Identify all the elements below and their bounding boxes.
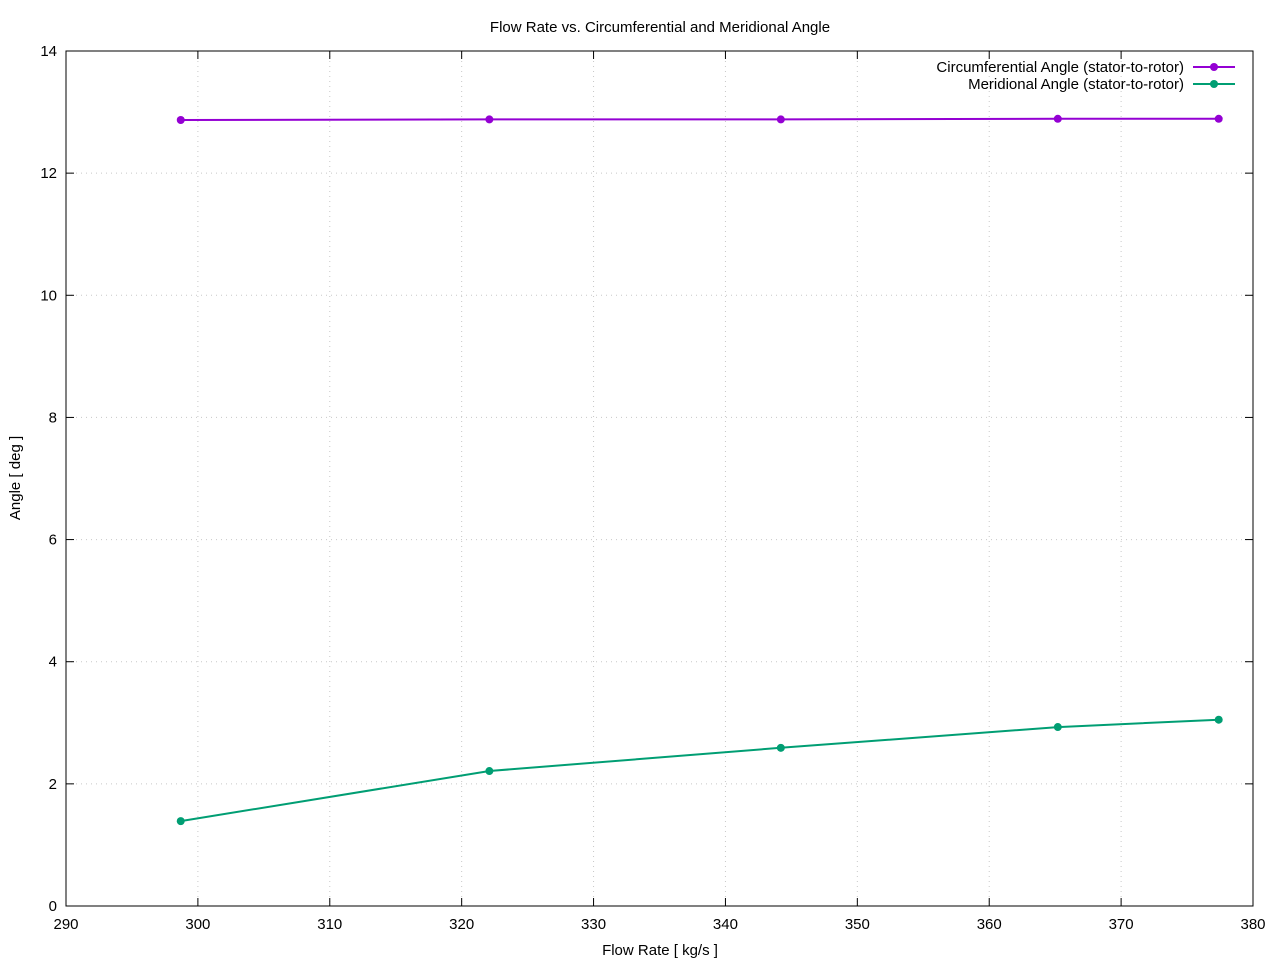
circumferential-data-point	[1214, 114, 1223, 123]
circumferential-data-point	[176, 116, 185, 125]
plot-border	[65, 50, 1254, 907]
meridional-series-line	[180, 718, 1219, 823]
x-tick-label: 360	[977, 916, 1002, 933]
x-tick-label: 300	[185, 916, 210, 933]
circumferential-data-point	[485, 115, 494, 124]
circumferential-series-line	[180, 117, 1219, 121]
circumferential-data-point	[1053, 114, 1062, 123]
x-tick-label: 320	[449, 916, 474, 933]
x-tick-label: 310	[317, 916, 342, 933]
chart-title: Flow Rate vs. Circumferential and Meridi…	[490, 19, 830, 36]
circumferential-data-point	[776, 115, 785, 124]
x-tick-label: 330	[581, 916, 606, 933]
meridional-legend-marker	[1210, 80, 1218, 88]
y-tick-label: 0	[49, 898, 57, 915]
circumferential-legend-label: Circumferential Angle (stator-to-rotor)	[936, 59, 1184, 76]
x-tick-label: 380	[1240, 916, 1265, 933]
grid-layer	[66, 51, 1253, 906]
x-tick-label: 340	[713, 916, 738, 933]
meridional-data-point	[1053, 723, 1062, 732]
y-tick-label: 2	[49, 776, 57, 793]
y-tick-label: 8	[49, 409, 57, 426]
x-axis-label: Flow Rate [ kg/s ]	[602, 942, 718, 959]
y-axis-label: Angle [ deg ]	[7, 436, 24, 520]
y-tick-label: 10	[40, 287, 57, 304]
x-tick-label: 350	[845, 916, 870, 933]
y-tick-label: 4	[49, 654, 57, 671]
tick-layer: 290 300 310 320 330 340 350 360 370 380 0 2 4 6 8 10 12 1…	[40, 43, 1265, 933]
y-tick-label: 12	[40, 165, 57, 182]
meridional-data-point	[176, 817, 185, 826]
y-tick-label: 6	[49, 532, 57, 549]
meridional-data-point	[1214, 715, 1223, 724]
y-tick-label: 14	[40, 43, 57, 60]
meridional-data-point	[485, 767, 494, 776]
circumferential-legend-marker	[1210, 63, 1218, 71]
meridional-data-point	[776, 743, 785, 752]
x-tick-label: 370	[1109, 916, 1134, 933]
x-tick-label: 290	[53, 916, 78, 933]
meridional-legend-label: Meridional Angle (stator-to-rotor)	[968, 76, 1184, 93]
series-layer	[176, 114, 1223, 826]
legend: Circumferential Angle (stator-to-rotor)M…	[936, 59, 1235, 93]
